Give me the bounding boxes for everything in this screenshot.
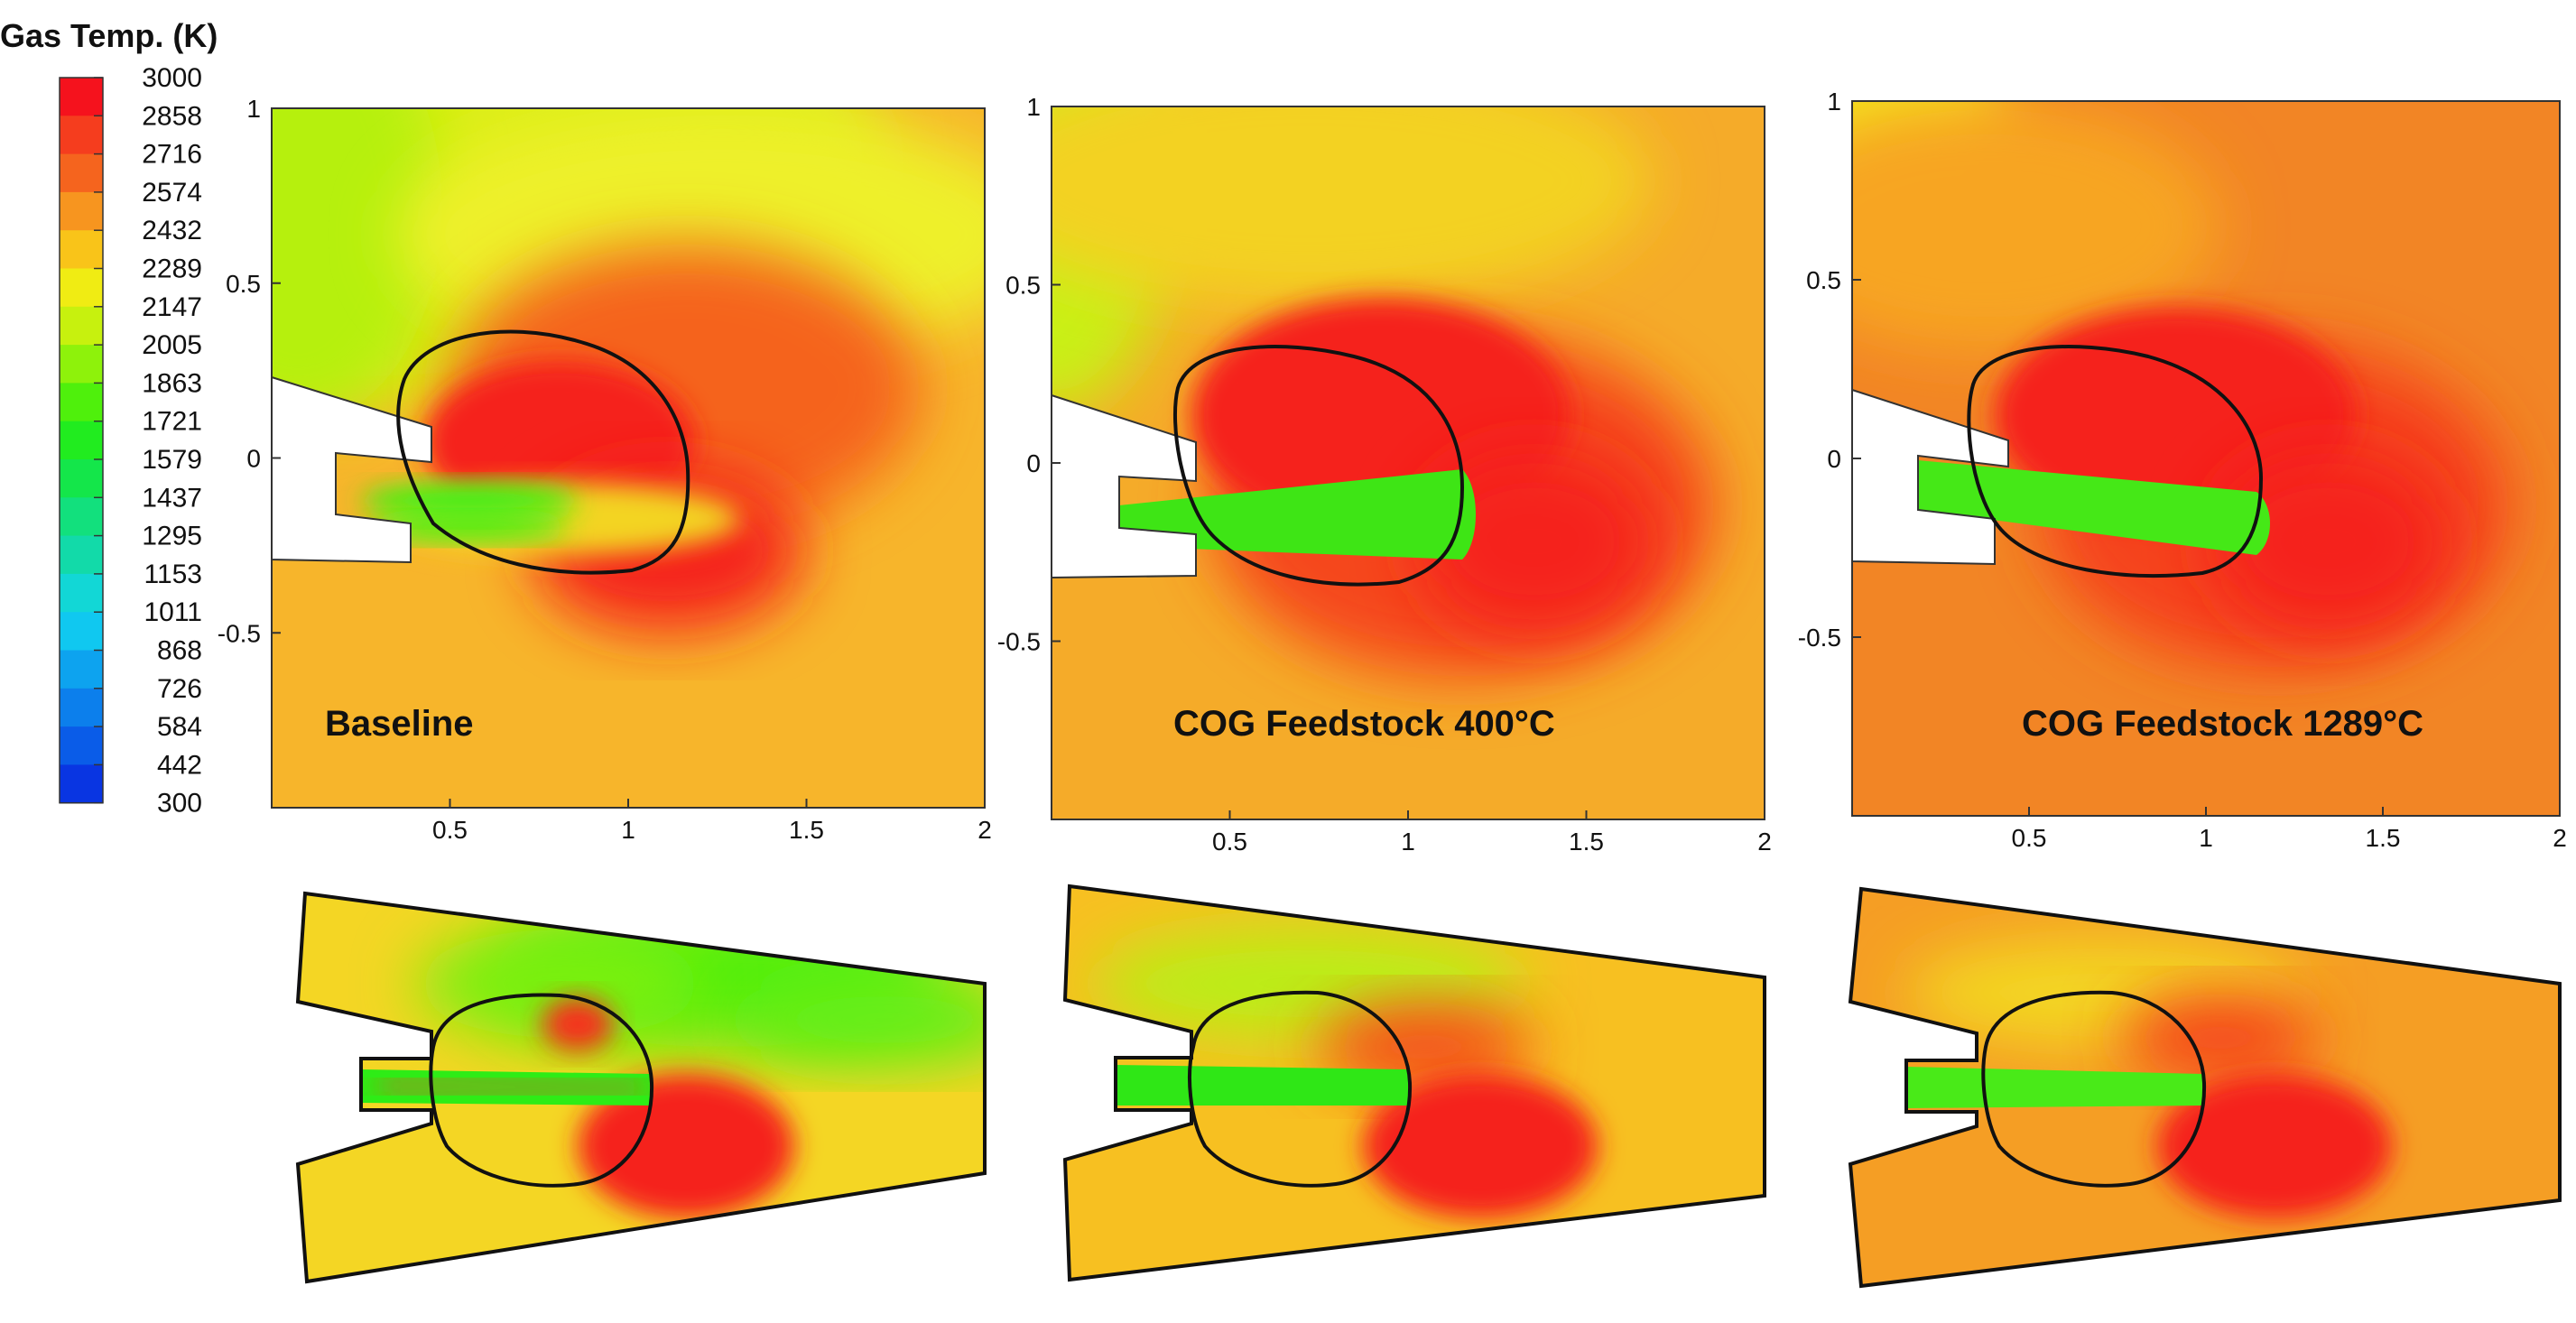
colorbar-level-label: 2289 bbox=[142, 254, 202, 284]
y-tick-label: 0 bbox=[1827, 445, 1841, 473]
colorbar-level-label: 2716 bbox=[142, 140, 202, 170]
x-tick-label: 0.5 bbox=[432, 816, 468, 844]
raceway-boundary bbox=[1981, 990, 2207, 1188]
colorbar-level-label: 442 bbox=[157, 750, 202, 780]
colorbar-level-label: 1295 bbox=[142, 522, 202, 551]
colorbar-swatch bbox=[60, 153, 103, 193]
panel-1289c-bottom bbox=[1848, 886, 2562, 1289]
y-tick-label: -0.5 bbox=[1798, 624, 1841, 652]
colorbar-swatches bbox=[59, 77, 104, 804]
case-label: COG Feedstock 400°C bbox=[1173, 704, 1555, 744]
colorbar-swatch bbox=[60, 612, 103, 652]
panel-400c-bottom bbox=[1062, 884, 1766, 1282]
x-tick-label: 1.5 bbox=[2366, 824, 2401, 852]
case-label: Baseline bbox=[325, 704, 474, 744]
colorbar-swatch bbox=[60, 726, 103, 765]
y-tick-label: -0.5 bbox=[997, 628, 1041, 656]
colorbar-labels: 3000 2858 2716 2574 2432 2289 2147 2005 1863 1721… bbox=[142, 63, 202, 819]
colorbar-level-label: 2147 bbox=[142, 292, 202, 322]
temperature-field bbox=[272, 108, 985, 632]
injector-body bbox=[271, 375, 432, 564]
colorbar-swatch bbox=[60, 383, 103, 422]
colorbar-swatch bbox=[60, 116, 103, 155]
y-tick-label: 0 bbox=[1026, 449, 1041, 477]
colorbar-swatch bbox=[60, 268, 103, 308]
colorbar-swatch bbox=[60, 764, 103, 804]
green-core bbox=[1119, 469, 1476, 560]
colorbar-level-label: 1437 bbox=[142, 483, 202, 513]
domain-outline bbox=[295, 891, 987, 1284]
raceway-boundary bbox=[1188, 990, 1413, 1188]
raceway-boundary bbox=[1967, 345, 2264, 578]
colorbar-level-label: 1579 bbox=[142, 445, 202, 475]
x-tick-label: 2 bbox=[2553, 824, 2567, 852]
y-tick-label: 1 bbox=[246, 95, 261, 123]
temperature-field bbox=[1052, 106, 1715, 677]
colorbar-level-label: 1011 bbox=[144, 597, 202, 627]
x-tick-label: 1 bbox=[1401, 828, 1415, 856]
panel-400c-top: COG Feedstock 400°C 0.5 1 1.5 2 1 0.5 0 -0.5 bbox=[997, 93, 1772, 856]
colorbar-swatch bbox=[60, 191, 103, 231]
temperature-field bbox=[1852, 101, 2509, 668]
colorbar-swatch bbox=[60, 573, 103, 613]
colorbar-level-label: 2005 bbox=[142, 330, 202, 360]
y-tick-label: 1 bbox=[1026, 93, 1041, 121]
colorbar-title: Gas Temp. (K) bbox=[0, 17, 218, 54]
colorbar-swatch bbox=[60, 650, 103, 689]
y-tick-label: 0 bbox=[246, 445, 261, 473]
colorbar-level-label: 2574 bbox=[142, 178, 202, 208]
x-tick-label: 1 bbox=[621, 816, 635, 844]
colorbar-swatch bbox=[60, 421, 103, 460]
colorbar-level-label: 3000 bbox=[142, 63, 202, 93]
colorbar-frame bbox=[59, 77, 104, 804]
axis-ticks: 0.5 1 1.5 2 1 0.5 0 -0.5 bbox=[997, 93, 1772, 856]
y-tick-label: 0.5 bbox=[1005, 272, 1041, 300]
colorbar-swatch bbox=[60, 459, 103, 498]
green-core bbox=[1918, 460, 2270, 555]
colorbar-level-label: 300 bbox=[157, 789, 202, 819]
colorbar-level-label: 2432 bbox=[142, 216, 202, 245]
colorbar-swatch bbox=[60, 688, 103, 727]
colorbar-swatch bbox=[60, 306, 103, 346]
colorbar-swatch bbox=[60, 345, 103, 384]
x-tick-label: 0.5 bbox=[2012, 824, 2047, 852]
raceway-boundary bbox=[429, 993, 654, 1188]
colorbar-level-label: 1153 bbox=[144, 560, 202, 589]
panel-baseline-top: Baseline 0.5 1 1.5 2 1 0.5 0 -0.5 bbox=[218, 95, 992, 844]
colorbar-swatch bbox=[60, 497, 103, 537]
colorbar-level-label: 1721 bbox=[142, 407, 202, 437]
x-tick-label: 0.5 bbox=[1212, 828, 1247, 856]
raceway-boundary bbox=[1172, 345, 1465, 587]
x-tick-label: 1.5 bbox=[789, 816, 824, 844]
case-label: COG Feedstock 1289°C bbox=[2022, 704, 2423, 744]
colorbar: Gas Temp. (K) 3000 2858 2716 2574 2432 2289 21… bbox=[0, 17, 218, 819]
y-tick-label: 1 bbox=[1827, 88, 1841, 116]
domain-outline bbox=[1848, 886, 2562, 1289]
injector-body bbox=[1051, 393, 1197, 579]
x-tick-label: 2 bbox=[978, 816, 992, 844]
colorbar-level-label: 2858 bbox=[142, 101, 202, 131]
colorbar-swatch bbox=[60, 535, 103, 575]
y-tick-label: 0.5 bbox=[1806, 266, 1841, 294]
colorbar-level-label: 584 bbox=[157, 712, 202, 742]
colorbar-level-label: 868 bbox=[157, 636, 202, 666]
y-tick-label: -0.5 bbox=[218, 619, 261, 647]
colorbar-swatch bbox=[60, 78, 103, 116]
colorbar-level-label: 1863 bbox=[142, 368, 202, 398]
axis-ticks: 0.5 1 1.5 2 1 0.5 0 -0.5 bbox=[218, 95, 992, 844]
colorbar-level-label: 726 bbox=[157, 674, 202, 704]
x-tick-label: 1 bbox=[2199, 824, 2213, 852]
x-tick-label: 2 bbox=[1757, 828, 1772, 856]
panel-baseline-bottom bbox=[295, 891, 987, 1284]
axis-ticks: 0.5 1 1.5 2 1 0.5 0 -0.5 bbox=[1798, 88, 2567, 852]
colorbar-swatch bbox=[60, 230, 103, 270]
y-tick-label: 0.5 bbox=[226, 270, 261, 298]
raceway-boundary bbox=[396, 329, 690, 575]
x-tick-label: 1.5 bbox=[1569, 828, 1604, 856]
panel-1289c-top: COG Feedstock 1289°C 0.5 1 1.5 2 1 0.5 0 -0.5 bbox=[1798, 88, 2567, 852]
